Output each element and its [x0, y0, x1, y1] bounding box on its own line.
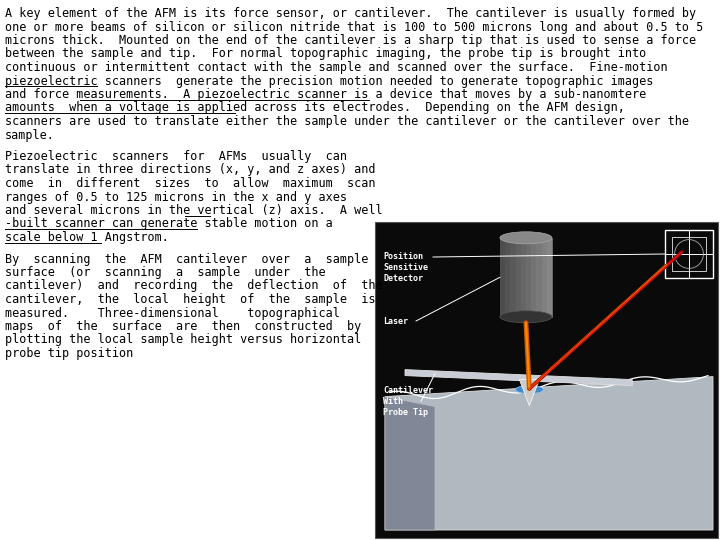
Text: Sensitive: Sensitive: [383, 263, 428, 272]
Text: sample.: sample.: [5, 129, 55, 141]
Text: cantilever,  the  local  height  of  the  sample  is: cantilever, the local height of the samp…: [5, 293, 376, 306]
Text: ranges of 0.5 to 125 microns in the x and y axes: ranges of 0.5 to 125 microns in the x an…: [5, 191, 347, 204]
Ellipse shape: [516, 386, 544, 394]
Text: A key element of the AFM is its force sensor, or cantilever.  The cantilever is : A key element of the AFM is its force se…: [5, 7, 696, 20]
Text: come  in  different  sizes  to  allow  maximum  scan: come in different sizes to allow maximum…: [5, 177, 376, 190]
Ellipse shape: [500, 311, 552, 323]
Ellipse shape: [500, 232, 552, 244]
Text: Cantilever: Cantilever: [383, 386, 433, 395]
Text: microns thick.  Mounted on the end of the cantilever is a sharp tip that is used: microns thick. Mounted on the end of the…: [5, 34, 696, 47]
Bar: [521, 238, 526, 317]
Text: By  scanning  the  AFM  cantilever  over  a  sample: By scanning the AFM cantilever over a sa…: [5, 253, 369, 266]
Text: Laser: Laser: [383, 317, 408, 326]
Text: Detector: Detector: [383, 274, 423, 283]
Bar: [536, 238, 541, 317]
Bar: [500, 238, 505, 317]
Polygon shape: [405, 369, 632, 386]
Text: continuous or intermittent contact with the sample and scanned over the surface.: continuous or intermittent contact with …: [5, 61, 667, 74]
Bar: [531, 238, 536, 317]
Polygon shape: [385, 376, 713, 530]
Text: one or more beams of silicon or silicon nitride that is 100 to 500 microns long : one or more beams of silicon or silicon …: [5, 21, 703, 33]
Text: probe tip position: probe tip position: [5, 347, 133, 360]
Bar: [510, 238, 516, 317]
Text: measured.    Three-dimensional    topographical: measured. Three-dimensional topographica…: [5, 307, 340, 320]
Bar: [505, 238, 510, 317]
Text: Position: Position: [383, 252, 423, 261]
Bar: [665, 230, 713, 278]
Text: plotting the local sample height versus horizontal: plotting the local sample height versus …: [5, 334, 361, 347]
Text: cantilever)  and  recording  the  deflection  of  the: cantilever) and recording the deflection…: [5, 280, 382, 293]
Text: and several microns in the vertical (z) axis.  A well: and several microns in the vertical (z) …: [5, 204, 382, 217]
Bar: [672, 237, 706, 271]
Polygon shape: [500, 238, 552, 317]
Text: between the sample and tip.  For normal topographic imaging, the probe tip is br: between the sample and tip. For normal t…: [5, 48, 647, 60]
Text: surface  (or  scanning  a  sample  under  the: surface (or scanning a sample under the: [5, 266, 325, 279]
Text: piezoelectric scanners  generate the precision motion needed to generate topogra: piezoelectric scanners generate the prec…: [5, 75, 653, 87]
Polygon shape: [385, 396, 435, 530]
Bar: [526, 238, 531, 317]
Text: -built scanner can generate stable motion on a: -built scanner can generate stable motio…: [5, 218, 333, 231]
Text: and force measurements.  A piezoelectric scanner is a device that moves by a sub: and force measurements. A piezoelectric …: [5, 88, 647, 101]
Text: maps  of  the  surface  are  then  constructed  by: maps of the surface are then constructed…: [5, 320, 361, 333]
Text: Probe Tip: Probe Tip: [383, 408, 428, 417]
Text: With: With: [383, 397, 403, 406]
Polygon shape: [519, 380, 539, 406]
Text: amounts  when a voltage is applied across its electrodes.  Depending on the AFM : amounts when a voltage is applied across…: [5, 102, 625, 114]
Bar: [375, 222, 718, 538]
Text: scale below 1 Angstrom.: scale below 1 Angstrom.: [5, 231, 169, 244]
Bar: [541, 238, 546, 317]
Bar: [546, 238, 552, 317]
Bar: [516, 238, 521, 317]
Text: translate in three directions (x, y, and z axes) and: translate in three directions (x, y, and…: [5, 164, 376, 177]
Text: Piezoelectric  scanners  for  AFMs  usually  can: Piezoelectric scanners for AFMs usually …: [5, 150, 347, 163]
Text: scanners are used to translate either the sample under the cantilever or the can: scanners are used to translate either th…: [5, 115, 689, 128]
